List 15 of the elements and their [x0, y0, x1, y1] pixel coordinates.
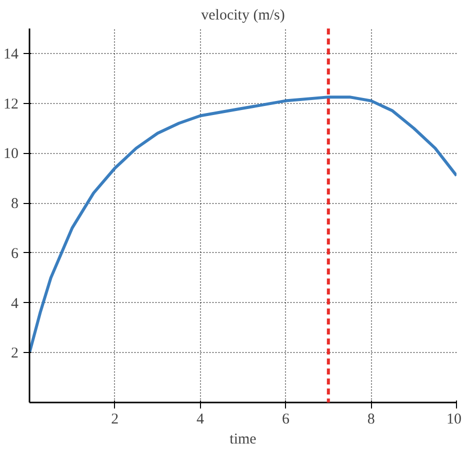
y-tick-label: 14 [4, 46, 19, 62]
y-tick-label: 2 [11, 346, 18, 362]
chart-title: velocity (m/s) [201, 8, 285, 24]
x-tick-label: 4 [196, 412, 205, 428]
x-tick-label: 8 [367, 412, 375, 428]
x-tick-label: 10 [446, 412, 462, 428]
y-tick-label: 10 [4, 146, 18, 162]
x-axis-title: time [230, 432, 257, 448]
y-tick-label: 12 [4, 96, 18, 112]
y-tick-label: 6 [11, 246, 19, 262]
line-series [30, 96, 456, 354]
x-tick-label: 2 [111, 412, 119, 428]
y-tick-label: 8 [11, 196, 18, 212]
y-tick-label: 4 [11, 296, 19, 312]
x-tick-label: 6 [282, 412, 290, 428]
